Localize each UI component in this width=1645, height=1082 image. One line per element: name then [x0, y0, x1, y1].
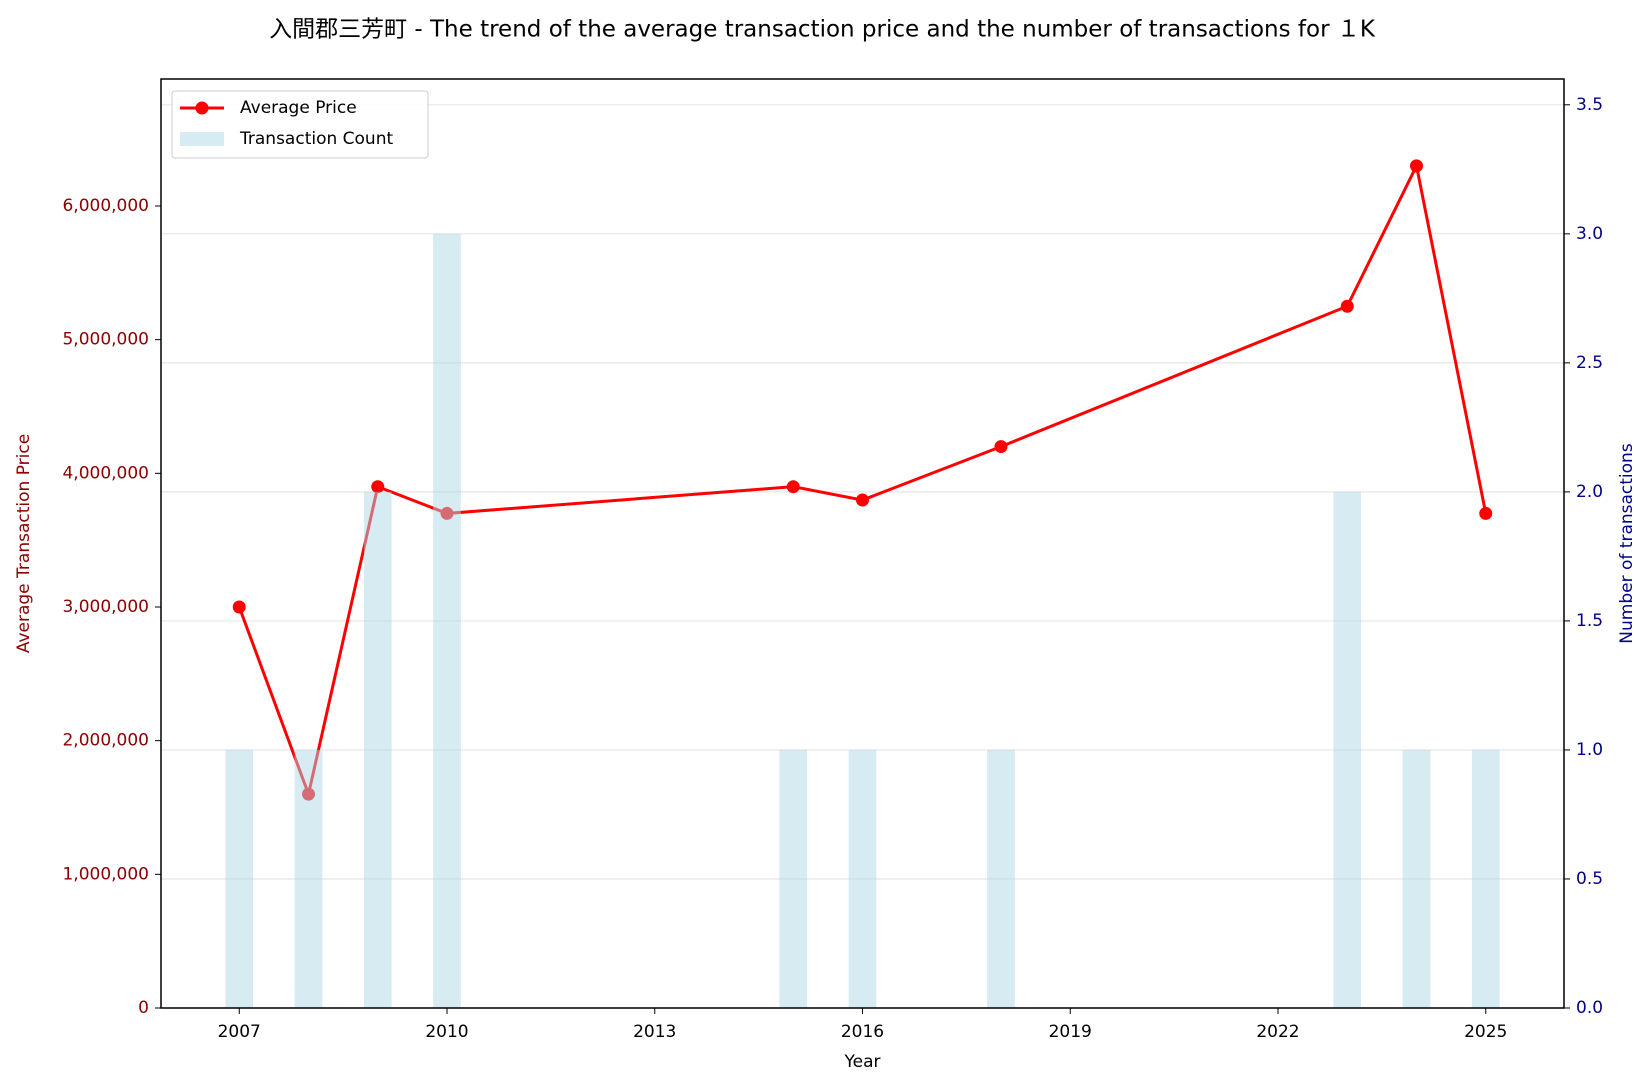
- price-marker: [1340, 299, 1354, 313]
- y-tick-label: 3,000,000: [62, 597, 149, 617]
- count-bar: [294, 749, 323, 1008]
- y2-tick-label: 2.5: [1576, 353, 1603, 373]
- count-bar: [779, 749, 808, 1008]
- x-tick-label: 2025: [1464, 1022, 1507, 1042]
- count-bar: [848, 749, 877, 1008]
- y2-tick-label: 0.0: [1576, 998, 1603, 1018]
- x-tick-label: 2007: [218, 1022, 261, 1042]
- count-bar: [225, 749, 254, 1008]
- x-tick-label: 2013: [633, 1022, 676, 1042]
- plot-frame: [160, 78, 1565, 1009]
- x-axis-label: Year: [844, 1052, 881, 1072]
- y-tick-label: 0: [138, 998, 149, 1018]
- chart-title: 入間郡三芳町 - The trend of the average transa…: [269, 17, 1376, 43]
- y2-tick-label: 3.5: [1576, 95, 1603, 115]
- y-tick-label: 6,000,000: [62, 196, 149, 216]
- legend-swatch: [180, 132, 224, 146]
- y-tick-label: 4,000,000: [62, 463, 149, 483]
- x-tick-label: 2016: [841, 1022, 884, 1042]
- legend-label: Transaction Count: [239, 129, 393, 149]
- price-line: [237, 161, 1488, 800]
- y-axis-label: Average Transaction Price: [14, 434, 34, 653]
- price-marker: [1479, 506, 1493, 520]
- legend-label: Average Price: [240, 98, 357, 118]
- count-bar: [433, 233, 461, 1009]
- count-bar: [1333, 491, 1362, 1008]
- price-marker: [856, 493, 869, 507]
- y2-tick-label: 0.5: [1576, 869, 1603, 889]
- y-tick-label: 2,000,000: [62, 731, 149, 751]
- x-tick-label: 2019: [1049, 1022, 1092, 1042]
- y-tick-label: 1,000,000: [62, 864, 149, 884]
- legend-marker: [195, 101, 209, 115]
- y2-axis-label: Number of transactions: [1617, 443, 1637, 644]
- price-marker: [1409, 159, 1423, 173]
- legend-box: [171, 90, 429, 159]
- x-tick-label: 2022: [1256, 1022, 1299, 1042]
- price-marker: [994, 440, 1008, 454]
- y2-tick-label: 2.0: [1576, 482, 1603, 502]
- y2-tick-label: 3.0: [1576, 224, 1603, 244]
- price-marker: [232, 600, 246, 614]
- count-bar: [1402, 749, 1431, 1008]
- x-tick-label: 2010: [425, 1022, 468, 1042]
- legend: Average Price Transaction Count: [171, 90, 429, 159]
- count-bar: [987, 749, 1015, 1008]
- price-marker: [786, 480, 800, 494]
- y2-tick-label: 1.0: [1576, 740, 1603, 760]
- price-marker: [371, 480, 385, 494]
- y-tick-label: 5,000,000: [62, 330, 149, 350]
- y2-tick-label: 1.5: [1576, 611, 1603, 631]
- count-bar: [1471, 749, 1500, 1008]
- count-bar: [363, 491, 392, 1008]
